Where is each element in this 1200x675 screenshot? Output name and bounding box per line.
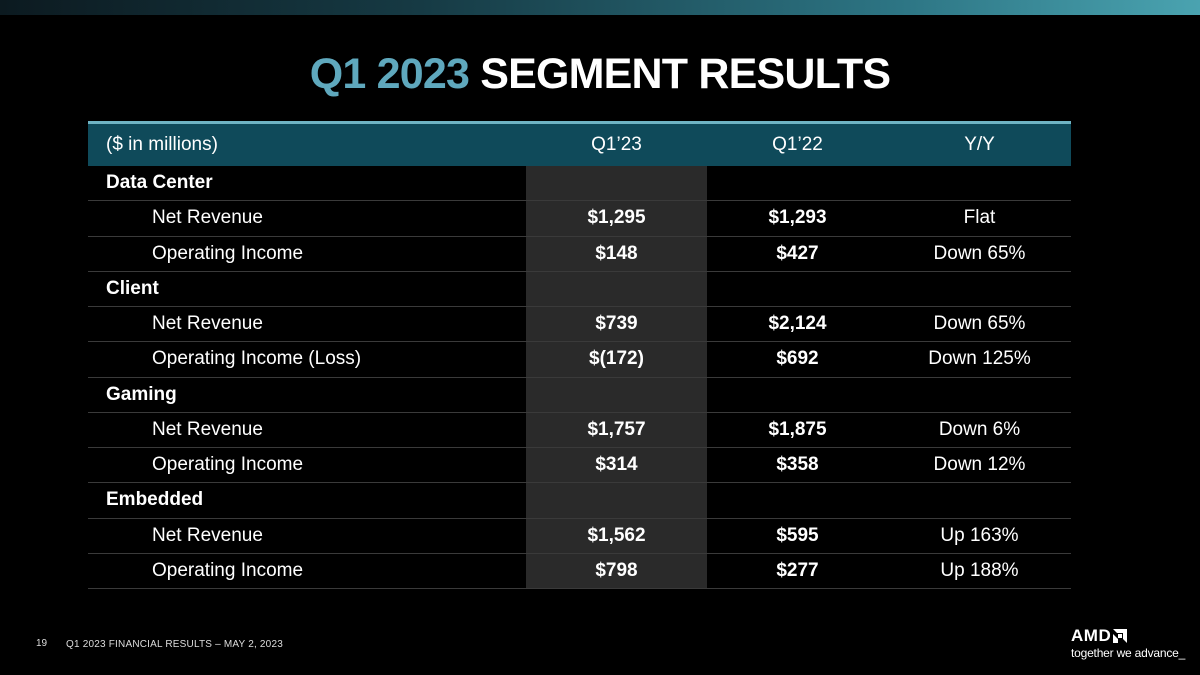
metric-label: Net Revenue	[152, 207, 263, 229]
value-q1-23: $1,757	[587, 418, 646, 440]
amd-arrow-icon	[1113, 629, 1128, 643]
header-q1-22: Q1’22	[772, 134, 823, 155]
section-row: Client	[88, 272, 1071, 307]
page-number: 19	[36, 638, 48, 649]
table-body: Data Center Net Revenue $1,295 $1,293 Flat Op…	[88, 166, 1071, 589]
value-yoy: Down 65%	[933, 242, 1026, 264]
value-q1-22: $1,875	[768, 418, 827, 440]
current-quarter-highlight	[526, 166, 707, 589]
table-row: Operating Income $148 $427 Down 65%	[88, 237, 1071, 272]
value-yoy: Down 12%	[933, 454, 1026, 476]
slide-title: Q1 2023 SEGMENT RESULTS	[0, 44, 1200, 104]
segment-results-table: ($ in millions) Q1’23 Q1’22 Y/Y Data Cen…	[88, 121, 1071, 589]
logo-text: AMD	[1071, 626, 1112, 645]
value-q1-22: $1,293	[768, 207, 827, 229]
value-q1-23: $148	[595, 242, 638, 264]
header-yoy: Y/Y	[964, 134, 995, 155]
table-row: Operating Income $314 $358 Down 12%	[88, 448, 1071, 484]
value-yoy: Up 163%	[940, 524, 1019, 546]
section-label: Gaming	[106, 383, 177, 405]
metric-label: Operating Income	[152, 242, 304, 264]
section-label: Data Center	[106, 172, 213, 194]
title-accent: Q1 2023	[309, 50, 470, 98]
value-q1-23: $798	[595, 559, 638, 581]
value-q1-22: $277	[776, 559, 819, 581]
table-row: Net Revenue $1,295 $1,293 Flat	[88, 201, 1071, 237]
section-row: Gaming	[88, 378, 1071, 413]
value-q1-23: $1,295	[587, 207, 646, 229]
table-header: ($ in millions) Q1’23 Q1’22 Y/Y	[88, 121, 1071, 166]
section-label: Client	[106, 277, 159, 299]
value-q1-22: $427	[776, 242, 819, 264]
table-row: Net Revenue $739 $2,124 Down 65%	[88, 307, 1071, 343]
section-row: Data Center	[88, 166, 1071, 202]
value-yoy: Up 188%	[940, 559, 1019, 581]
metric-label: Net Revenue	[152, 313, 263, 335]
section-label: Embedded	[106, 489, 204, 511]
table-row: Operating Income $798 $277 Up 188%	[88, 554, 1071, 589]
title-main: SEGMENT RESULTS	[480, 50, 891, 98]
top-accent-bar	[0, 0, 1200, 15]
header-units: ($ in millions)	[106, 134, 218, 155]
value-yoy: Flat	[963, 207, 996, 229]
value-q1-22: $692	[776, 348, 819, 370]
value-q1-23: $314	[595, 454, 638, 476]
value-yoy: Down 125%	[928, 348, 1031, 370]
section-row: Embedded	[88, 483, 1071, 519]
header-q1-23: Q1’23	[591, 134, 642, 155]
tagline: together we advance_	[1071, 646, 1186, 660]
value-q1-22: $595	[776, 524, 819, 546]
value-yoy: Down 6%	[938, 418, 1021, 440]
value-q1-22: $2,124	[768, 313, 827, 335]
metric-label: Operating Income	[152, 454, 304, 476]
metric-label: Net Revenue	[152, 524, 263, 546]
table-row: Net Revenue $1,562 $595 Up 163%	[88, 519, 1071, 554]
table-row: Operating Income (Loss) $(172) $692 Down 12…	[88, 342, 1071, 378]
value-q1-22: $358	[776, 454, 819, 476]
value-q1-23: $1,562	[587, 524, 646, 546]
footer-text: Q1 2023 FINANCIAL RESULTS – MAY 2, 2023	[66, 639, 283, 650]
metric-label: Operating Income	[152, 559, 304, 581]
value-q1-23: $(172)	[589, 348, 644, 370]
table-row: Net Revenue $1,757 $1,875 Down 6%	[88, 413, 1071, 448]
value-yoy: Down 65%	[933, 313, 1026, 335]
metric-label: Net Revenue	[152, 418, 263, 440]
metric-label: Operating Income (Loss)	[152, 348, 362, 370]
amd-logo: AMD together we advance_	[1071, 626, 1191, 661]
value-q1-23: $739	[595, 313, 638, 335]
